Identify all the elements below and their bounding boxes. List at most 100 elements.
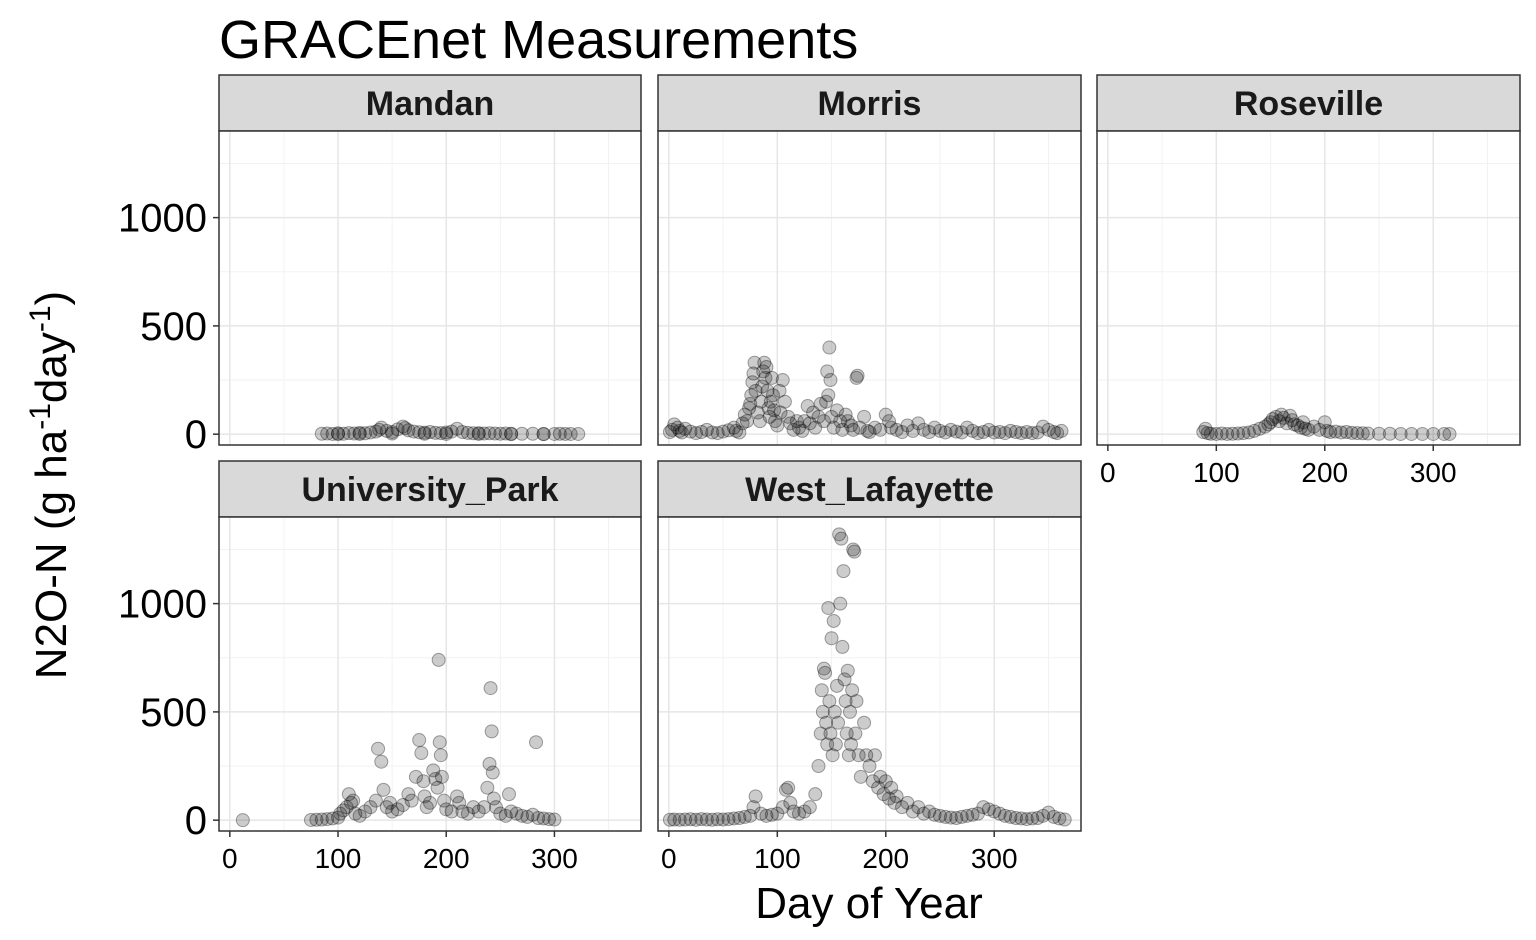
data-point bbox=[716, 812, 731, 827]
data-point bbox=[1019, 812, 1034, 827]
data-point bbox=[831, 715, 846, 730]
data-point bbox=[1036, 419, 1051, 434]
data-point bbox=[423, 795, 437, 810]
data-point bbox=[862, 425, 877, 440]
gridlines bbox=[658, 131, 1081, 445]
gridlines bbox=[219, 131, 641, 445]
data-point bbox=[857, 409, 872, 424]
data-point bbox=[954, 809, 969, 824]
data-point bbox=[678, 812, 693, 827]
data-point bbox=[745, 375, 760, 390]
data-point bbox=[385, 804, 400, 819]
data-point bbox=[726, 420, 741, 435]
data-point bbox=[439, 802, 454, 817]
data-point bbox=[542, 812, 557, 827]
data-point bbox=[341, 426, 356, 441]
data-point bbox=[825, 748, 840, 763]
facet-panel: Roseville 0 100 200 300 bbox=[1096, 74, 1521, 488]
data-point bbox=[480, 780, 495, 795]
data-point bbox=[694, 812, 709, 827]
data-point bbox=[1319, 423, 1334, 438]
data-point bbox=[439, 425, 454, 440]
data-point bbox=[336, 426, 351, 441]
data-point bbox=[667, 812, 682, 827]
data-point bbox=[850, 368, 865, 383]
data-point bbox=[1236, 426, 1251, 441]
y-axis-title-sup1: -1 bbox=[24, 403, 57, 430]
data-point bbox=[320, 426, 335, 441]
y-tick-label: 1000 bbox=[118, 197, 207, 241]
data-point bbox=[341, 787, 356, 802]
data-point bbox=[737, 407, 752, 422]
data-point bbox=[1003, 423, 1018, 438]
data-point bbox=[444, 804, 459, 819]
data-point bbox=[762, 409, 777, 424]
data-point bbox=[303, 812, 318, 827]
data-point bbox=[344, 795, 359, 810]
data-point bbox=[777, 394, 792, 409]
data-point bbox=[1025, 426, 1040, 441]
data-point bbox=[416, 774, 431, 789]
data-point bbox=[1196, 425, 1211, 440]
data-point bbox=[346, 793, 361, 808]
data-point bbox=[764, 370, 779, 385]
data-point bbox=[514, 808, 529, 823]
data-point bbox=[900, 795, 915, 810]
gridlines bbox=[658, 517, 1081, 831]
data-point bbox=[813, 726, 828, 741]
data-point bbox=[871, 780, 886, 795]
data-point bbox=[933, 808, 947, 823]
data-point bbox=[501, 787, 516, 802]
data-point bbox=[452, 795, 467, 810]
x-tick-label: 0 bbox=[222, 843, 238, 874]
data-point bbox=[439, 426, 454, 441]
data-point bbox=[460, 425, 475, 440]
data-point bbox=[1437, 426, 1452, 441]
data-point bbox=[775, 373, 790, 388]
x-tick-label: 300 bbox=[971, 843, 1018, 874]
data-point bbox=[826, 420, 841, 435]
data-point bbox=[1036, 808, 1051, 823]
data-point bbox=[768, 414, 783, 429]
data-point bbox=[911, 416, 926, 431]
data-point bbox=[1442, 426, 1457, 441]
data-point bbox=[954, 425, 969, 440]
data-point bbox=[1279, 416, 1294, 431]
data-point bbox=[760, 383, 775, 398]
data-point bbox=[976, 425, 991, 440]
data-point bbox=[1261, 417, 1276, 432]
data-point bbox=[840, 414, 855, 429]
data-point bbox=[820, 737, 835, 752]
data-point bbox=[752, 414, 767, 429]
data-point bbox=[739, 414, 754, 429]
data-point bbox=[721, 423, 736, 438]
data-point bbox=[1393, 426, 1408, 441]
data-point bbox=[822, 694, 837, 709]
data-point bbox=[352, 425, 367, 440]
data-point bbox=[757, 355, 772, 370]
data-point bbox=[949, 811, 964, 826]
data-point bbox=[732, 425, 747, 440]
data-point bbox=[385, 426, 400, 441]
data-point bbox=[835, 422, 850, 437]
data-point bbox=[674, 425, 689, 440]
data-point bbox=[797, 804, 812, 819]
data-point bbox=[867, 748, 882, 763]
data-point bbox=[325, 811, 340, 826]
data-point bbox=[816, 414, 831, 429]
data-point bbox=[525, 426, 540, 441]
data-point bbox=[509, 806, 524, 821]
data-point bbox=[482, 426, 497, 441]
data-point bbox=[981, 422, 996, 437]
data-point bbox=[772, 383, 787, 398]
data-point bbox=[333, 806, 348, 821]
data-point bbox=[841, 748, 856, 763]
data-point bbox=[688, 426, 703, 441]
data-point bbox=[408, 769, 423, 784]
data-point bbox=[1258, 419, 1273, 434]
data-point bbox=[482, 756, 497, 771]
data-point bbox=[748, 383, 763, 398]
data-point bbox=[821, 600, 836, 615]
data-point bbox=[352, 808, 367, 823]
data-point bbox=[916, 422, 931, 437]
